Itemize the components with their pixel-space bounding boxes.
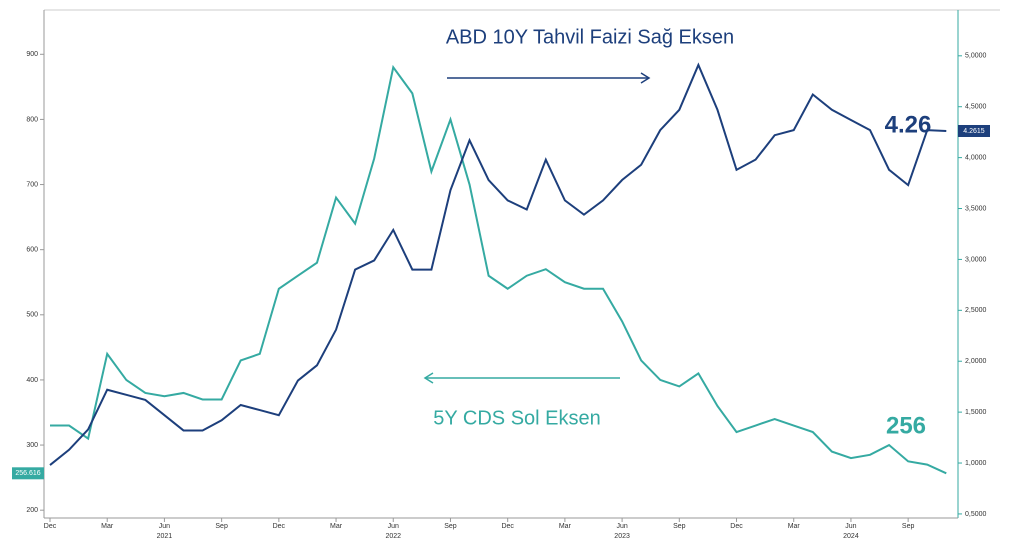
- y-tick-label: 600: [26, 247, 38, 254]
- y-tick-label: 800: [26, 116, 38, 123]
- last-value-box: [958, 124, 990, 137]
- y-tick-label: 700: [26, 181, 38, 188]
- y-tick-label: 900: [26, 51, 38, 58]
- y-tick-label: 200: [26, 507, 38, 514]
- y2-tick-label: 0,5000: [965, 511, 987, 518]
- year-label: 2024: [843, 533, 859, 540]
- y2-tick-label: 4,5000: [965, 104, 987, 111]
- x-tick-label: Jun: [616, 523, 627, 530]
- y2-tick-label: 3,0000: [965, 256, 987, 263]
- x-tick-label: Dec: [730, 523, 743, 530]
- year-label: 2021: [157, 533, 173, 540]
- x-tick-label: Jun: [388, 523, 399, 530]
- x-tick-label: Sep: [902, 523, 915, 530]
- x-tick-label: Mar: [788, 523, 801, 530]
- x-tick-label: Jun: [159, 523, 170, 530]
- x-tick-label: Sep: [673, 523, 686, 530]
- arrow-head: [640, 72, 651, 84]
- x-tick-label: Mar: [101, 523, 114, 530]
- x-tick-label: Dec: [501, 523, 514, 530]
- series-line: [49, 62, 947, 466]
- series-line: [50, 64, 947, 475]
- y2-tick-label: 2,5000: [965, 307, 987, 314]
- x-tick-label: Jun: [845, 523, 856, 530]
- annotation: 5Y CDS Sol Eksen: [433, 407, 601, 429]
- y-tick-label: 400: [26, 377, 38, 384]
- y2-tick-label: 2,0000: [965, 358, 987, 365]
- y2-tick-label: 3,5000: [965, 205, 987, 212]
- x-tick-label: Mar: [330, 523, 343, 530]
- annotation: 4.26: [885, 111, 932, 138]
- x-tick-label: Dec: [44, 523, 57, 530]
- last-value-box: [12, 467, 44, 480]
- y2-tick-label: 4,0000: [965, 154, 987, 161]
- annotation: 256: [886, 412, 926, 439]
- y2-tick-label: 1,5000: [965, 409, 987, 416]
- x-tick-label: Mar: [559, 523, 572, 530]
- last-value-label: 256.616: [15, 470, 40, 477]
- y-tick-label: 500: [26, 312, 38, 319]
- last-value-label: 4.2615: [963, 128, 985, 135]
- x-tick-label: Sep: [215, 523, 228, 530]
- y2-tick-label: 5,0000: [965, 53, 987, 60]
- year-label: 2022: [385, 533, 401, 540]
- arrow-head: [423, 372, 434, 384]
- year-label: 2023: [614, 533, 630, 540]
- x-tick-label: Sep: [444, 523, 457, 530]
- x-tick-label: Dec: [273, 523, 286, 530]
- y2-tick-label: 1,0000: [965, 460, 987, 467]
- y-tick-label: 300: [26, 442, 38, 449]
- annotation: ABD 10Y Tahvil Faizi Sağ Eksen: [446, 26, 734, 48]
